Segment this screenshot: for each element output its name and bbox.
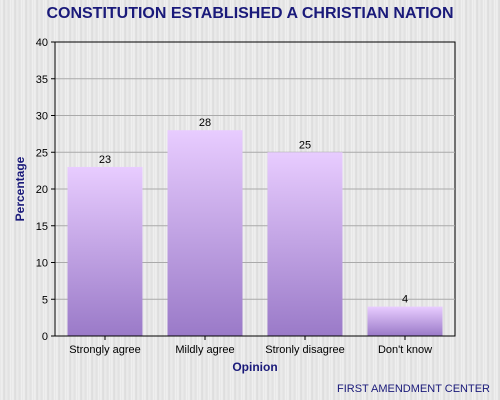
bar-value-label: 23 (99, 154, 111, 166)
y-tick-label: 30 (36, 111, 48, 123)
x-tick-label: Stronly disagree (265, 344, 345, 356)
bar (367, 306, 443, 336)
y-tick-label: 5 (42, 294, 48, 306)
y-tick-label: 25 (36, 147, 48, 159)
x-tick-label: Strongly agree (69, 344, 141, 356)
bar-value-label: 28 (199, 117, 211, 129)
y-tick-label: 15 (36, 221, 48, 233)
y-axis-label: Percentage (13, 156, 27, 221)
x-axis-label: Opinion (232, 360, 277, 374)
bar-value-label: 25 (299, 139, 311, 151)
x-tick-label: Don't know (378, 344, 432, 356)
y-tick-label: 35 (36, 74, 48, 86)
y-tick-label: 0 (42, 331, 48, 343)
bar (267, 152, 343, 336)
bar (167, 130, 243, 336)
y-tick-label: 10 (36, 258, 48, 270)
x-tick-label: Mildly agree (175, 344, 234, 356)
bar (67, 166, 143, 336)
bar-value-label: 4 (402, 294, 408, 306)
chart-title: CONSTITUTION ESTABLISHED A CHRISTIAN NAT… (46, 5, 454, 22)
source-credit: FIRST AMENDMENT CENTER (337, 383, 490, 395)
y-tick-label: 20 (36, 184, 48, 196)
y-tick-label: 40 (36, 37, 48, 49)
